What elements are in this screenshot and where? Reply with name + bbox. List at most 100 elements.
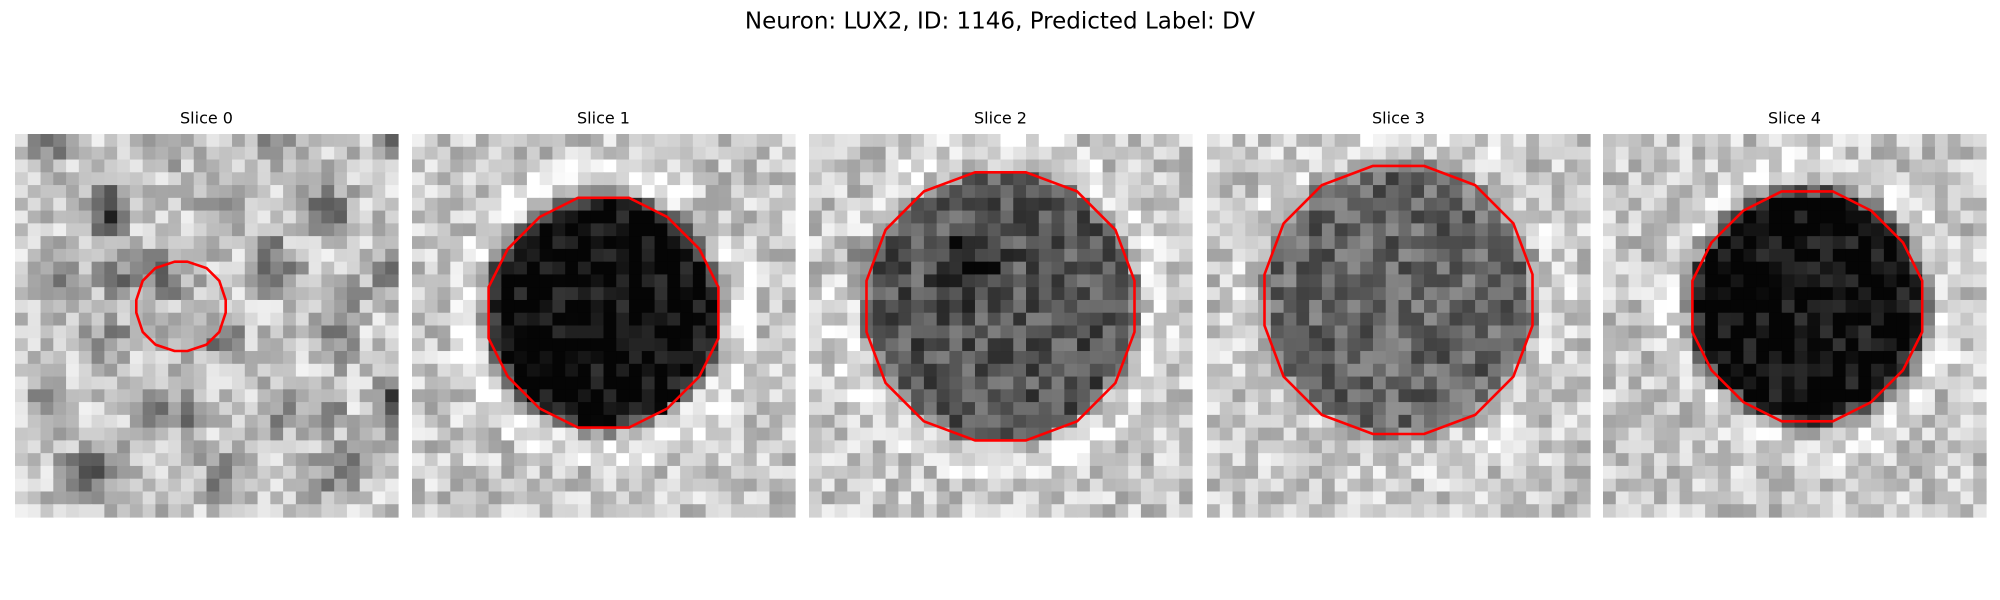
pixel [1140,172,1155,186]
slice-image [1603,134,1987,518]
pixel [756,414,771,429]
pixel [40,159,54,173]
pixel [308,287,322,301]
pixel [872,261,887,276]
pixel [66,210,80,224]
pixel [629,440,643,454]
pixel [321,351,335,365]
pixel [834,197,848,212]
pixel [104,236,118,250]
pixel [1013,210,1027,224]
pixel [1270,299,1285,314]
pixel [463,376,477,390]
pixel [743,274,758,288]
pixel [743,299,758,314]
pixel [577,172,592,186]
pixel [15,261,29,276]
pixel [539,134,554,148]
pixel [616,465,630,480]
pixel [565,312,579,327]
pixel [1909,414,1923,429]
pixel [15,274,29,288]
pixel [437,376,451,390]
pixel [104,172,118,186]
pixel [488,338,502,352]
pixel [923,351,938,365]
pixel [1026,299,1040,314]
pixel [1166,453,1180,467]
pixel [1564,389,1578,403]
pixel [898,427,912,441]
pixel [1768,299,1783,314]
pixel [1564,491,1578,505]
pixel [359,312,374,327]
pixel [1628,414,1642,429]
pixel [1038,261,1053,276]
pixel [526,351,541,365]
pixel [117,376,131,390]
pixel [1013,338,1027,352]
pixel [1334,274,1349,288]
pixel [385,287,399,301]
pixel [168,274,182,288]
pixel [923,236,938,250]
pixel [1038,274,1053,288]
pixel [437,223,451,237]
pixel [295,440,310,454]
pixel [1475,223,1489,237]
pixel [385,376,399,390]
pixel [847,274,861,288]
pixel [1102,504,1116,518]
pixel [308,351,322,365]
pixel [1449,338,1463,352]
pixel [1064,134,1078,148]
pixel [424,274,439,288]
pixel [936,440,951,454]
pixel [782,376,796,390]
pixel [168,299,182,314]
pixel [1564,440,1578,454]
pixel [450,363,464,378]
pixel [552,478,566,493]
pixel [1462,465,1476,480]
pixel [1321,223,1336,237]
pixel [629,478,643,493]
pixel [1000,134,1014,148]
pixel [1051,414,1065,429]
pixel [1896,287,1910,301]
pixel [53,248,67,263]
pixel [91,325,105,339]
pixel [1820,172,1834,186]
pixel [1051,453,1065,467]
pixel [1296,491,1310,505]
pixel [1768,312,1783,327]
pixel [962,389,976,403]
pixel [680,402,694,416]
pixel [526,185,541,199]
pixel [463,491,477,505]
pixel [1475,197,1489,212]
pixel [372,478,386,493]
pixel [270,146,284,161]
pixel [834,363,848,378]
pixel [1321,402,1336,416]
pixel [1179,389,1193,403]
pixel [1296,248,1310,263]
pixel [1845,134,1859,148]
pixel [1089,223,1104,237]
pixel [334,159,348,173]
pixel [911,134,925,148]
pixel [1064,351,1078,365]
pixel [168,389,182,403]
pixel [1207,402,1221,416]
pixel [1577,261,1591,276]
pixel [809,287,823,301]
pixel [1296,185,1310,199]
pixel [66,159,80,173]
pixel [1577,248,1591,263]
pixel [180,248,195,263]
pixel [104,159,118,173]
pixel [1500,338,1514,352]
pixel [885,427,899,441]
pixel [1309,414,1323,429]
